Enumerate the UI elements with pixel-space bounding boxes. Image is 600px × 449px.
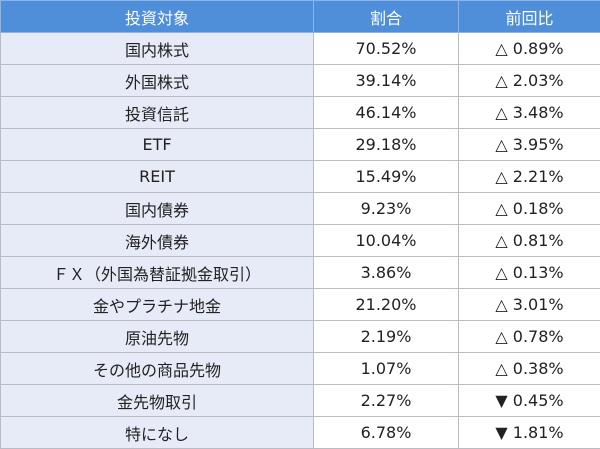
table-cell: ETF — [1, 129, 314, 161]
table-cell: 10.04% — [314, 225, 459, 257]
table-cell: 21.20% — [314, 289, 459, 321]
table-cell: 海外債券 — [1, 225, 314, 257]
table-cell: 1.07% — [314, 353, 459, 385]
table-header: 投資対象割合前回比 — [1, 1, 600, 33]
table-cell: △ 3.01% — [459, 289, 600, 321]
table-cell: ▼ 0.45% — [459, 385, 600, 417]
table-cell: 9.23% — [314, 193, 459, 225]
table-cell: 29.18% — [314, 129, 459, 161]
table-cell: 特になし — [1, 417, 314, 449]
table-cell: △ 2.03% — [459, 65, 600, 97]
table-cell: 15.49% — [314, 161, 459, 193]
table-cell: 金やプラチナ地金 — [1, 289, 314, 321]
table-cell: ＦＸ（外国為替証拠金取引） — [1, 257, 314, 289]
table-cell: 46.14% — [314, 97, 459, 129]
table-cell: 金先物取引 — [1, 385, 314, 417]
table-cell: △ 3.95% — [459, 129, 600, 161]
table-row: ＦＸ（外国為替証拠金取引）3.86%△ 0.13% — [1, 257, 600, 289]
table-cell: 3.86% — [314, 257, 459, 289]
header-cell: 投資対象 — [1, 1, 314, 33]
table-cell: △ 0.78% — [459, 321, 600, 353]
table-cell: △ 0.13% — [459, 257, 600, 289]
header-row: 投資対象割合前回比 — [1, 1, 600, 33]
table-cell: △ 3.48% — [459, 97, 600, 129]
table-cell: REIT — [1, 161, 314, 193]
table-cell: △ 0.89% — [459, 33, 600, 65]
table-cell: △ 0.18% — [459, 193, 600, 225]
table-cell: 39.14% — [314, 65, 459, 97]
header-cell: 割合 — [314, 1, 459, 33]
table-cell: 原油先物 — [1, 321, 314, 353]
table-cell: △ 0.81% — [459, 225, 600, 257]
table-cell: ▼ 1.81% — [459, 417, 600, 449]
table-cell: △ 2.21% — [459, 161, 600, 193]
table-cell: △ 0.38% — [459, 353, 600, 385]
table-cell: 2.19% — [314, 321, 459, 353]
table-cell: 外国株式 — [1, 65, 314, 97]
table-cell: 70.52% — [314, 33, 459, 65]
table-cell: 6.78% — [314, 417, 459, 449]
table-cell: 国内株式 — [1, 33, 314, 65]
header-cell: 前回比 — [459, 1, 600, 33]
table-cell: その他の商品先物 — [1, 353, 314, 385]
table-cell: 投資信託 — [1, 97, 314, 129]
table-cell: 国内債券 — [1, 193, 314, 225]
table-cell: 2.27% — [314, 385, 459, 417]
